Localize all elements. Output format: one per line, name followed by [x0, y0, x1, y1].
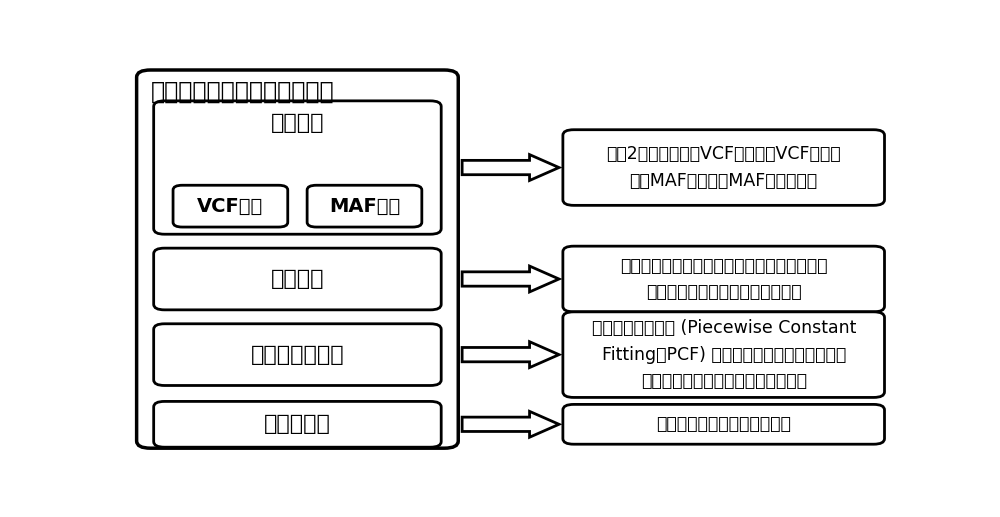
- FancyBboxPatch shape: [307, 185, 422, 227]
- Polygon shape: [462, 412, 559, 437]
- Text: VCF单元: VCF单元: [197, 196, 264, 216]
- Text: 计算模块: 计算模块: [271, 269, 324, 289]
- FancyBboxPatch shape: [154, 401, 441, 447]
- FancyBboxPatch shape: [154, 248, 441, 310]
- FancyBboxPatch shape: [137, 70, 458, 448]
- Polygon shape: [462, 342, 559, 368]
- Text: 根据基因组坐标对变异进行排序并计算相邻变
异间的距离，输出新的变异坐标。: 根据基因组坐标对变异进行排序并计算相邻变 异间的距离，输出新的变异坐标。: [620, 257, 827, 301]
- Polygon shape: [462, 155, 559, 180]
- FancyBboxPatch shape: [173, 185, 288, 227]
- Text: 展示变异沿着基因组分布情况: 展示变异沿着基因组分布情况: [656, 415, 791, 433]
- Text: 输入模块: 输入模块: [271, 113, 324, 133]
- Text: 基因组分割模块: 基因组分割模块: [251, 345, 344, 364]
- FancyBboxPatch shape: [563, 246, 885, 312]
- Text: 基因组结构变异分布检测装置: 基因组结构变异分布检测装置: [151, 80, 334, 104]
- Text: MAF单元: MAF单元: [329, 196, 400, 216]
- Text: 读取2种格式文件，VCF单元读取VCF格式文
件，MAF单元读取MAF格式文件。: 读取2种格式文件，VCF单元读取VCF格式文 件，MAF单元读取MAF格式文件。: [606, 145, 841, 190]
- Text: 基于分段常数拟合 (Piecewise Constant
Fitting，PCF) 算法对基因组分割，输出分割
片段所在的位置及含有的变异数量。: 基于分段常数拟合 (Piecewise Constant Fitting，PCF…: [592, 319, 856, 390]
- FancyBboxPatch shape: [154, 324, 441, 386]
- Polygon shape: [462, 266, 559, 292]
- FancyBboxPatch shape: [563, 130, 885, 205]
- FancyBboxPatch shape: [154, 101, 441, 234]
- FancyBboxPatch shape: [563, 404, 885, 444]
- Text: 可视化模块: 可视化模块: [264, 414, 331, 434]
- FancyBboxPatch shape: [563, 312, 885, 398]
